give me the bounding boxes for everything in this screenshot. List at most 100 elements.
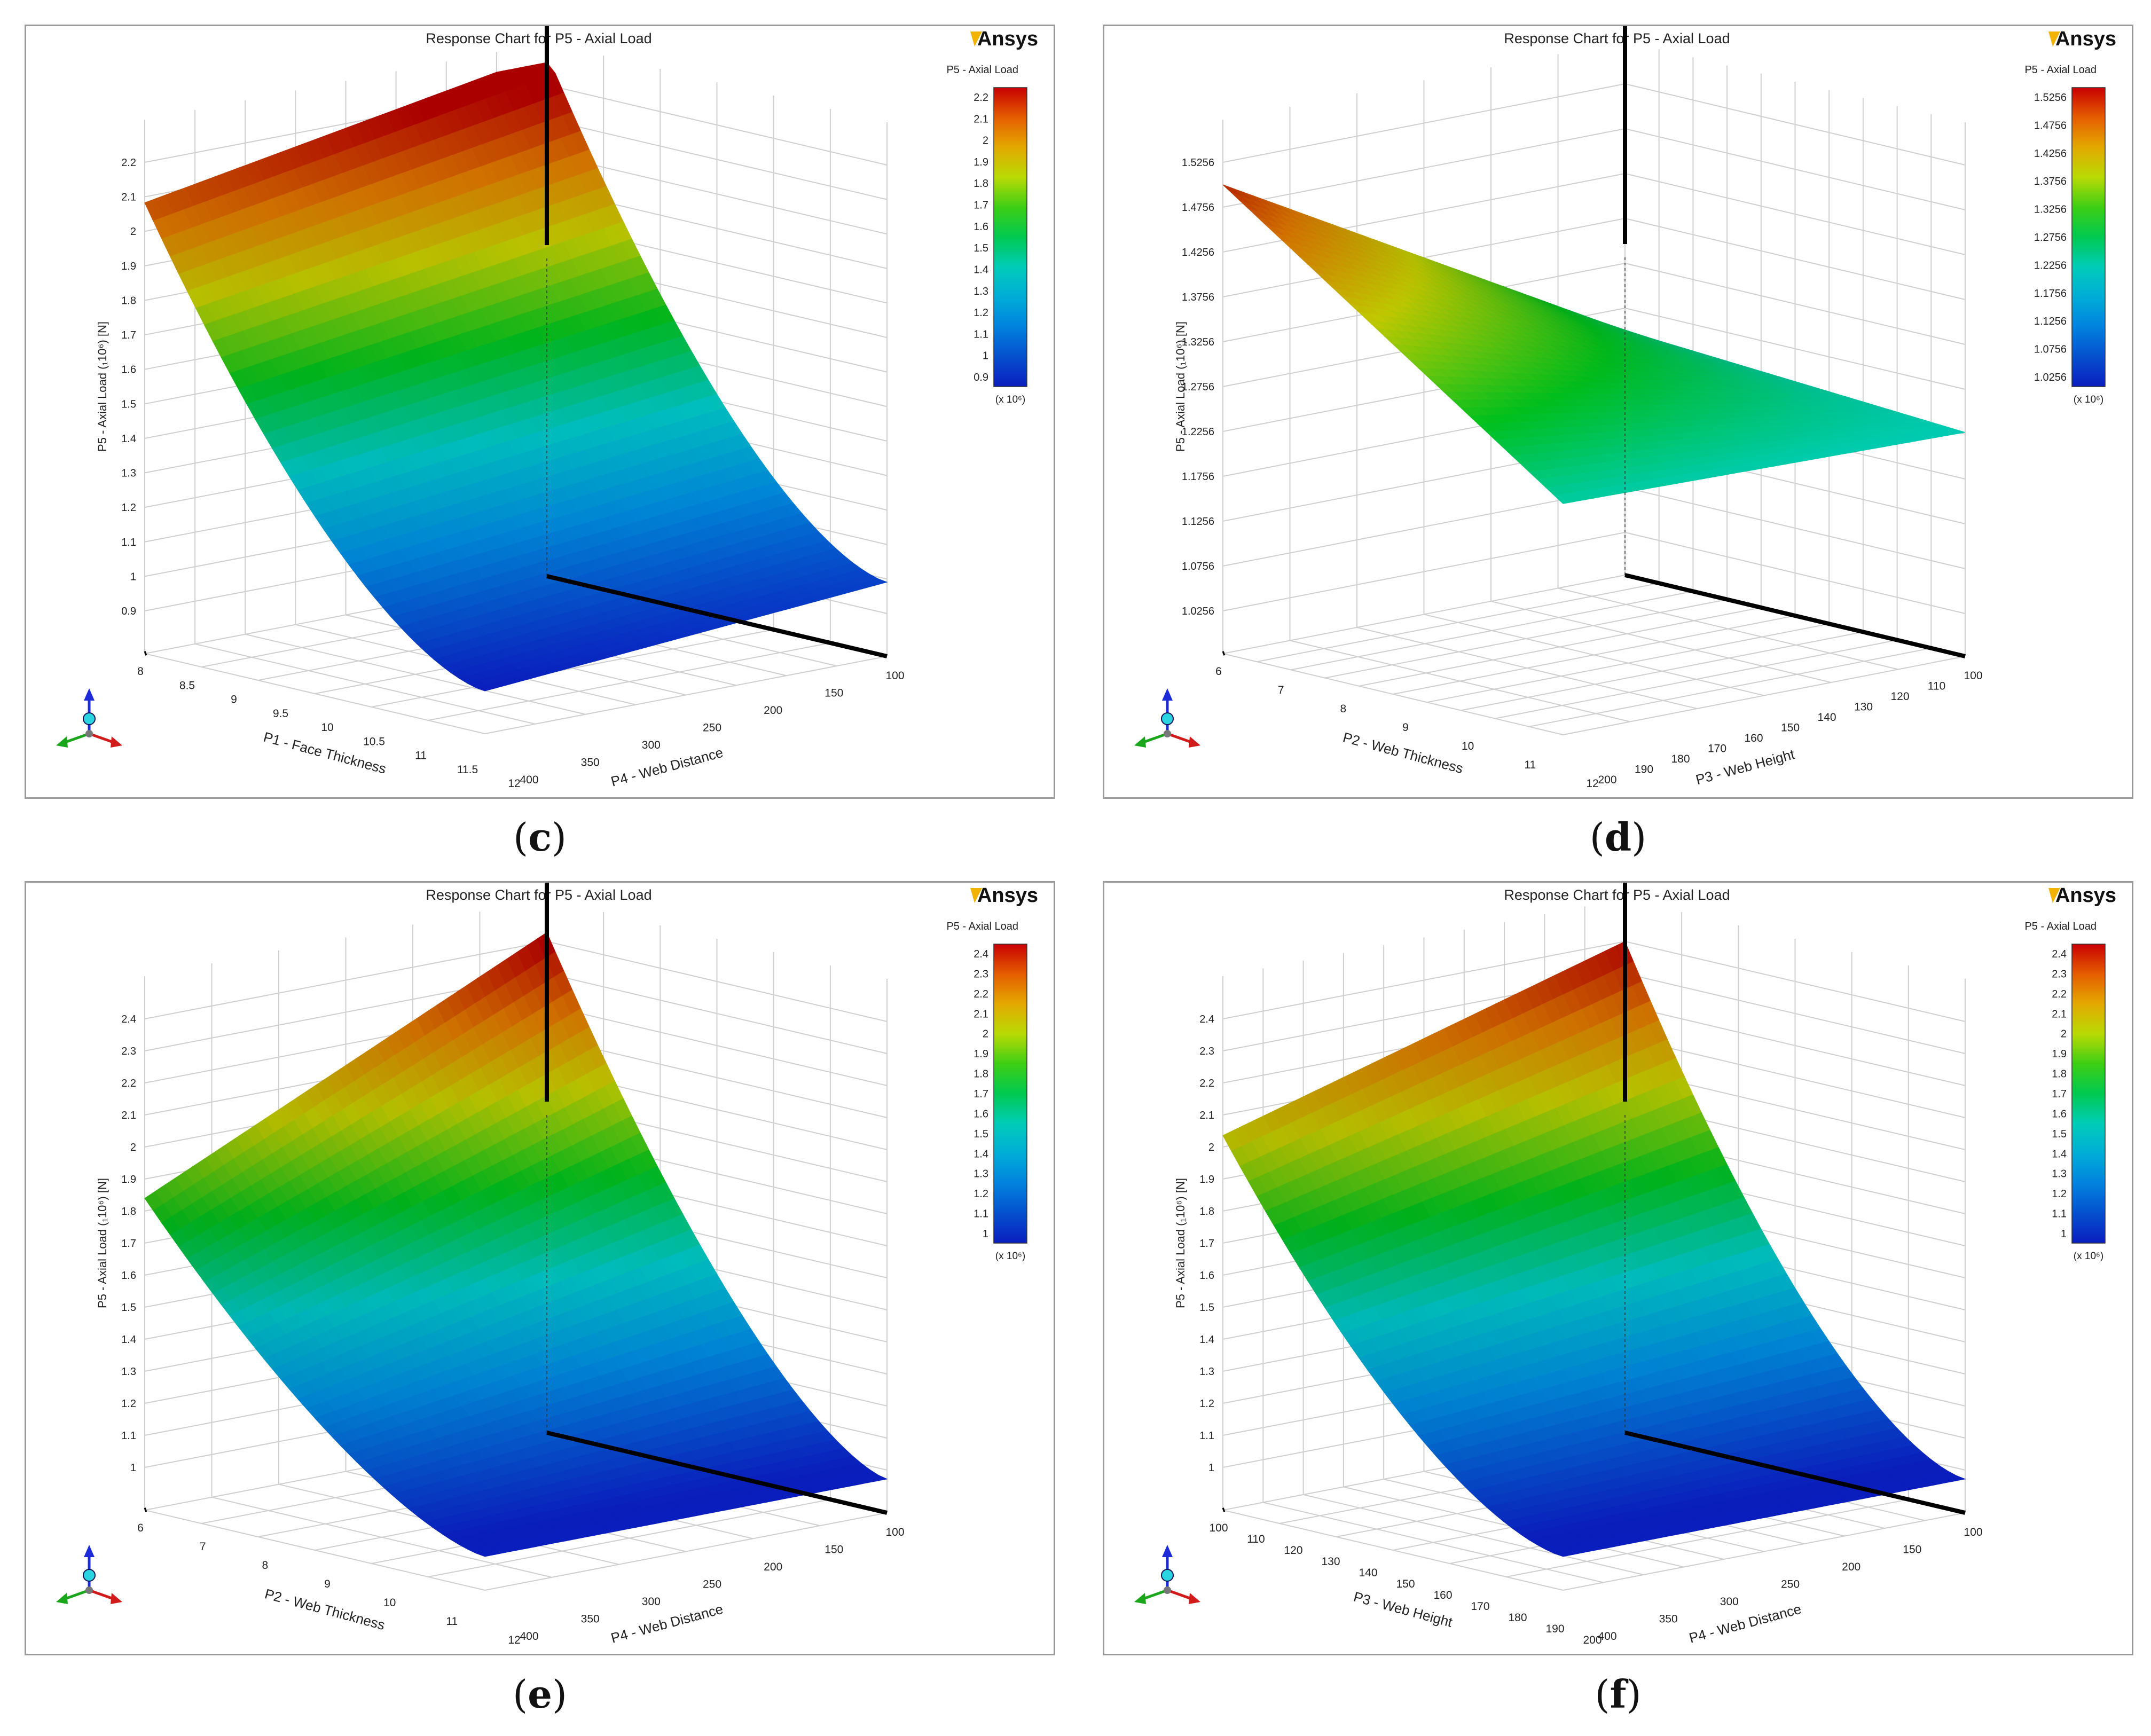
x-tick-label: 8.5 [179, 679, 195, 692]
y-tick-label: 300 [642, 739, 661, 751]
grid-line [1529, 647, 1932, 727]
response-chart-d: Response Chart for P5 - Axial Load Ansys P… [1103, 25, 2133, 799]
z-tick-label: 2 [130, 226, 136, 238]
y-tick-label: 190 [1635, 764, 1653, 776]
triad-y-axis [89, 732, 114, 744]
colorbar-tick-label: 2 [983, 1028, 988, 1040]
colorbar-tick-label: 1.4 [974, 1148, 988, 1160]
chart-title: Response Chart for P5 - Axial Load [1504, 30, 1730, 46]
colorbar-tick-label: 2.2 [974, 92, 988, 104]
response-surface [144, 62, 888, 692]
colorbar-tick-label: 1.2756 [2034, 232, 2067, 243]
colorbar-tick-label: 1.8 [974, 1069, 988, 1080]
z-tick-label: 1.0256 [1182, 606, 1214, 617]
z-tick-label: 2.1 [121, 192, 136, 203]
colorbar-tick-label: 2.1 [974, 113, 988, 125]
colorbar-tick-label: 1.3 [974, 286, 988, 297]
triad-origin [1164, 730, 1171, 737]
z-tick-label: 2.2 [121, 157, 136, 169]
grid-line [371, 629, 774, 708]
x-tick-label: 10.5 [363, 735, 385, 748]
left-axis-line [1222, 651, 1226, 656]
triad-handle [83, 712, 96, 725]
y-tick-label: 200 [764, 704, 782, 717]
colorbar-tick-label: 1 [983, 350, 988, 362]
colorbar-tick-label: 1.7 [974, 1088, 988, 1100]
triad-z-arrow [1162, 688, 1173, 701]
z-tick-label: 1.6 [121, 364, 136, 376]
x-tick-label: 6 [1215, 665, 1222, 678]
ansys-logo-mark [970, 32, 982, 46]
response-chart-c: Response Chart for P5 - Axial Load Ansys P… [25, 25, 1055, 799]
colorbar-tick-label: 1.4756 [2034, 120, 2067, 131]
z-tick-label: 1.4256 [1182, 247, 1214, 258]
x-tick-label: 9 [1402, 721, 1409, 734]
triad-y-arrow [1189, 736, 1200, 748]
colorbar-tick-label: 1.1 [974, 328, 988, 340]
z-tick-label: 1.8 [121, 295, 136, 307]
z-tick-label: 1.2256 [1182, 426, 1214, 438]
x-tick-label: 10 [1462, 740, 1474, 752]
x-tick-label: 8 [137, 665, 144, 678]
grid-line [1222, 575, 1626, 654]
colorbar-tick-label: 0.9 [974, 372, 988, 383]
ansys-logo-mark [2048, 32, 2060, 46]
z-axis-label: P5 - Axial Load (₁10⁶) [N] [96, 321, 109, 452]
z-tick-label: 1.2756 [1182, 381, 1214, 393]
x-tick-label: 9.5 [273, 708, 288, 720]
x-tick-label: 10 [321, 721, 333, 734]
y-tick-label: 110 [1928, 680, 1945, 693]
y-tick-label: 130 [1854, 701, 1873, 713]
y-tick-label: 160 [1744, 732, 1763, 744]
x-tick-label: 11 [415, 750, 427, 762]
z-tick-label: 1.2 [121, 502, 136, 514]
y-tick-label: 200 [1598, 774, 1616, 786]
colorbar-tick-label: 2.2 [974, 988, 988, 1000]
triad-origin [85, 730, 93, 737]
z-tick-label: 0.9 [121, 606, 136, 617]
colorbar-tick-label: 1.1 [974, 1208, 988, 1220]
grid-line [1563, 656, 1966, 735]
y-tick-label: 150 [825, 687, 843, 700]
z-tick-label: 1.1256 [1182, 516, 1214, 528]
grid-line [1222, 83, 1966, 166]
colorbar-tick-label: 1.6 [974, 1108, 988, 1120]
colorbar-tick-label: 1.6 [974, 221, 988, 233]
z-tick-label: 1.0756 [1182, 561, 1214, 572]
z-tick-label: 1.7 [121, 329, 136, 341]
grid-line [1291, 591, 1693, 671]
y-tick-label: 100 [1964, 670, 1982, 682]
grid-line [1495, 639, 1897, 719]
colorbar-tick-label: 2.4 [974, 948, 988, 960]
ansys-logo-mark [970, 888, 982, 903]
grid-line [1427, 623, 1830, 703]
colorbar-tick-label: 1.2 [974, 307, 988, 319]
colorbar-tick-label: 1.2256 [2034, 260, 2067, 271]
grid-line [1461, 631, 1864, 711]
grid-line [484, 1512, 888, 1591]
x-tick-label: 8 [1340, 703, 1346, 715]
response-chart-e: Response Chart for P5 - Axial Load Ansys P… [25, 881, 1055, 1655]
chart-svg: Response Chart for P5 - Axial Load AnsysP… [56, 26, 1038, 790]
colorbar-tick-label: 1.3256 [2034, 204, 2067, 216]
colorbar-tick-label: 1.0256 [2034, 372, 2067, 383]
colorbar [993, 944, 1027, 1244]
y-axis-label: P4 - Web Distance [609, 744, 725, 790]
x-tick-label: 12 [1586, 777, 1598, 790]
y-tick-label: 120 [1890, 690, 1909, 703]
colorbar-tick-label: 1.2 [974, 1188, 988, 1200]
colorbar-tick-label: 1.9 [974, 156, 988, 168]
colorbar-tick-label: 1.5 [974, 242, 988, 254]
surface-cell [1554, 493, 1574, 504]
y-tick-label: 100 [885, 670, 904, 682]
z-tick-label: 1.3 [121, 468, 136, 480]
triad-z-arrow [84, 688, 95, 701]
colorbar-tick-label: 1.5256 [2034, 92, 2067, 104]
triad-x-axis [1143, 732, 1168, 744]
z-tick-label: 1.5 [121, 398, 136, 410]
colorbar-tick-label: 1.4256 [2034, 148, 2067, 160]
triad-y-axis [1167, 732, 1192, 744]
triad-x-axis [65, 732, 90, 744]
colorbar-tick-label: 1.0756 [2034, 344, 2067, 356]
x-tick-label: 11 [1524, 759, 1536, 771]
